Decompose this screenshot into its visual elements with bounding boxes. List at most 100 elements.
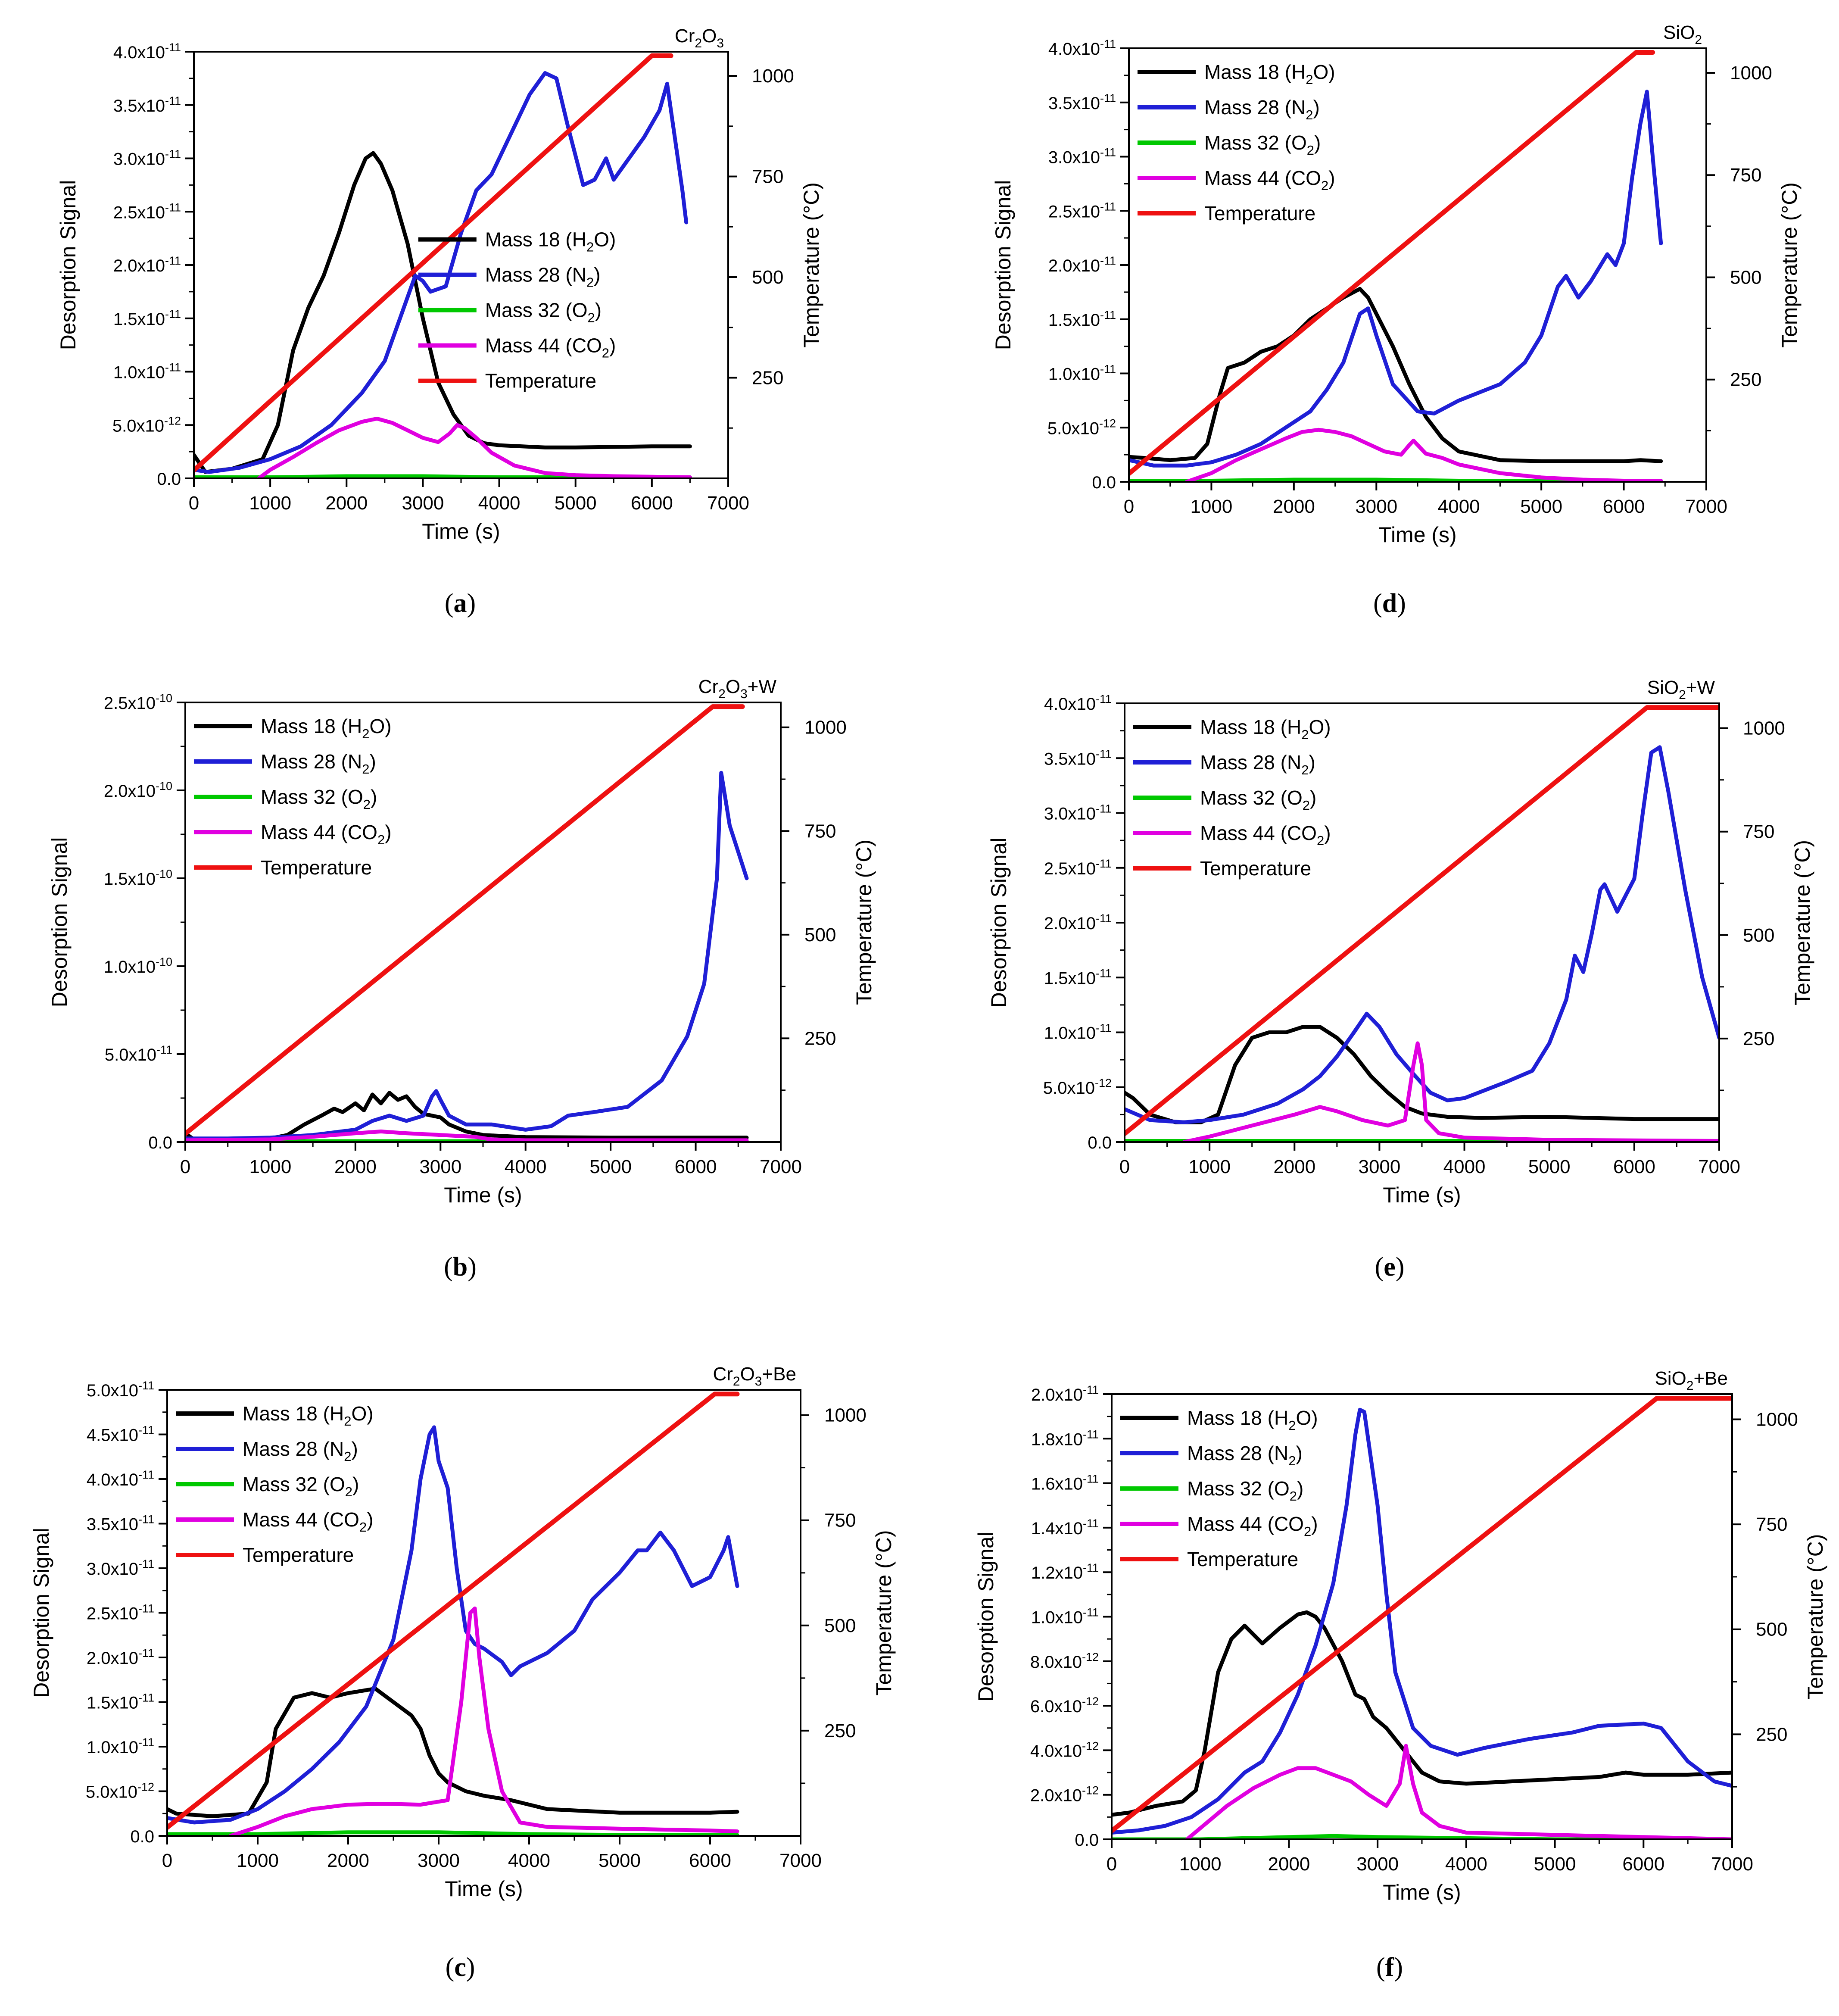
series-line-n2: [1129, 90, 1663, 468]
x-axis-label: Time (s): [444, 1183, 522, 1207]
y-tick-label: 1.4x10-11: [1031, 1517, 1099, 1538]
x-tick-label: 4000: [508, 1850, 550, 1871]
chart-title: SiO2+Be: [1655, 1368, 1728, 1393]
y2-axis-label: Temperature (°C): [1790, 840, 1814, 1005]
chart-panel-a: 0 1000 2000 3000 4000 5000 6000 7000 Time (s) 0.0…: [56, 25, 823, 618]
y2-axis-label: Temperature (°C): [852, 839, 876, 1005]
y-tick-label: 0.0: [1088, 1133, 1112, 1152]
x-tick-label: 7000: [760, 1156, 802, 1177]
series-line-co2: [228, 1606, 739, 1836]
panel-caption: (b): [444, 1252, 477, 1282]
x-tick-label: 5000: [598, 1850, 641, 1871]
y2-tick-label: 1000: [1756, 1409, 1798, 1430]
y2-axis: 250 500 750 1000 Temperature (°C): [781, 717, 876, 1091]
x-tick-label: 0: [189, 493, 199, 514]
y-tick-label: 3.0x10-11: [87, 1557, 154, 1579]
x-tick-label: 1000: [237, 1850, 279, 1871]
y-tick-label: 5.0x10-11: [105, 1043, 172, 1064]
x-axis: 0 1000 2000 3000 4000 5000 6000 7000 Time (s): [1107, 1839, 1753, 1904]
x-tick-label: 2000: [334, 1156, 377, 1177]
y2-tick-label: 1000: [1730, 62, 1772, 84]
series-line-co2: [257, 416, 692, 478]
x-tick-label: 5000: [1520, 496, 1562, 517]
x-tick-label: 4000: [1443, 1156, 1486, 1177]
x-tick-label: 0: [162, 1850, 172, 1871]
x-tick-label: 7000: [779, 1850, 822, 1871]
legend-item-h2o: Mass 18 (H2O): [1138, 61, 1335, 87]
y-tick-label: 2.0x10-12: [1030, 1784, 1099, 1805]
x-tick-label: 3000: [402, 493, 444, 514]
panel-caption: (e): [1375, 1252, 1405, 1282]
y2-axis-label: Temperature (°C): [872, 1530, 896, 1696]
legend-label: Mass 18 (H2O): [243, 1402, 374, 1429]
y-tick-label: 3.0x10-11: [113, 148, 181, 169]
x-tick-label: 2000: [1273, 1156, 1315, 1177]
panel-caption: (a): [445, 589, 476, 618]
y-tick-label: 2.5x10-10: [104, 692, 172, 713]
y-tick-label: 1.5x10-11: [87, 1691, 154, 1713]
legend-item-h2o: Mass 18 (H2O): [1120, 1407, 1318, 1433]
x-tick-label: 6000: [1622, 1854, 1664, 1875]
legend-label: Mass 44 (CO2): [243, 1508, 374, 1535]
series-line-co2: [1185, 1744, 1732, 1839]
x-tick-label: 6000: [631, 493, 673, 514]
x-tick-label: 0: [180, 1156, 190, 1177]
y2-axis: 250 500 750 1000 Temperature (°C): [801, 1405, 896, 1784]
y-tick-label: 2.0x10-10: [104, 780, 172, 801]
x-axis: 0 1000 2000 3000 4000 5000 6000 7000 Time (s): [189, 478, 749, 543]
legend-label: Mass 32 (O2): [1204, 131, 1321, 158]
series-line-n2: [194, 71, 689, 474]
series-line-n2: [1125, 745, 1719, 1124]
legend-item-temp: Temperature: [418, 370, 596, 392]
legend: Mass 18 (H2O) Mass 28 (N2) Mass 32 (O2) Mas…: [1133, 716, 1331, 880]
y-axis-label: Desorption Signal: [29, 1528, 53, 1698]
y-tick-label: 2.0x10-11: [1044, 912, 1112, 933]
legend-label: Mass 44 (CO2): [485, 334, 616, 361]
x-axis: 0 1000 2000 3000 4000 5000 6000 7000 Time (s): [1119, 1142, 1740, 1207]
x-tick-label: 1000: [1190, 496, 1232, 517]
legend: Mass 18 (H2O) Mass 28 (N2) Mass 32 (O2) Mas…: [1138, 61, 1335, 225]
series-line-temp: [1125, 705, 1719, 1136]
series-line-co2: [185, 1130, 749, 1142]
legend-label: Temperature: [1204, 202, 1315, 225]
chart-title: SiO2+W: [1647, 677, 1715, 702]
chart-title: Cr2O3: [675, 25, 724, 50]
y-axis: 0.0 2.0x10-12 4.0x10-12 6.0x10-12 8.0x10-12 1…: [974, 1383, 1112, 1850]
x-tick-label: 5000: [555, 493, 597, 514]
y-tick-label: 3.0x10-11: [1044, 802, 1112, 824]
y2-axis: 250 500 750 1000 Temperature (°C): [1706, 62, 1802, 431]
legend-item-temp: Temperature: [176, 1544, 354, 1566]
x-tick-label: 2000: [325, 493, 368, 514]
y-axis: 0.0 5.0x10-12 1.0x10-11 1.5x10-11 2.0x10-11 2…: [56, 41, 194, 489]
y-tick-label: 0.0: [130, 1827, 154, 1846]
y-tick-label: 3.5x10-11: [113, 94, 181, 115]
legend-item-temp: Temperature: [194, 856, 372, 879]
x-tick-label: 7000: [1698, 1156, 1740, 1177]
chart-title: SiO2: [1663, 22, 1702, 47]
legend-label: Temperature: [243, 1544, 354, 1566]
y2-tick-label: 500: [824, 1615, 856, 1636]
y2-tick-label: 250: [804, 1028, 836, 1049]
legend: Mass 18 (H2O) Mass 28 (N2) Mass 32 (O2) Mas…: [176, 1402, 374, 1566]
legend-label: Mass 28 (N2): [243, 1438, 358, 1464]
y2-tick-label: 500: [1756, 1619, 1787, 1640]
y-tick-label: 5.0x10-12: [86, 1781, 154, 1802]
x-axis: 0 1000 2000 3000 4000 5000 6000 7000 Time (s): [180, 1142, 802, 1207]
y-tick-label: 0.0: [157, 470, 181, 489]
y-tick-label: 3.5x10-11: [87, 1513, 154, 1534]
legend-item-o2: Mass 32 (O2): [1138, 131, 1321, 158]
x-axis-label: Time (s): [445, 1877, 523, 1901]
x-tick-label: 4000: [478, 493, 521, 514]
x-tick-label: 7000: [1685, 496, 1727, 517]
legend-item-co2: Mass 44 (CO2): [418, 334, 616, 361]
x-tick-label: 1000: [1179, 1854, 1222, 1875]
y2-axis: 250 500 750 1000 Temperature (°C): [1732, 1409, 1827, 1788]
y-axis-label: Desorption Signal: [56, 180, 80, 350]
y2-tick-label: 1000: [752, 66, 794, 87]
y-tick-label: 2.5x10-11: [1048, 200, 1116, 221]
legend-label: Mass 44 (CO2): [261, 821, 392, 847]
legend-label: Mass 32 (O2): [1200, 786, 1316, 813]
legend-item-o2: Mass 32 (O2): [176, 1473, 359, 1499]
legend-label: Temperature: [1187, 1548, 1298, 1570]
